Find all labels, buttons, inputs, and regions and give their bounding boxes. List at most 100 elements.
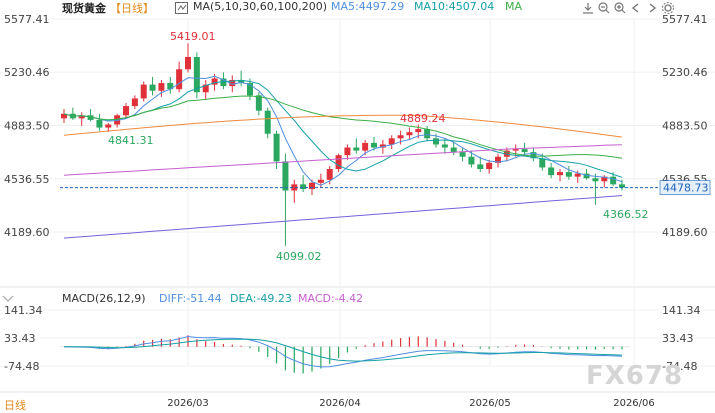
candle-body <box>193 56 200 93</box>
price-tick-left: 4536.55 <box>4 173 50 186</box>
candle-body <box>105 124 112 128</box>
ma10-line <box>63 79 623 178</box>
macd-title: MACD(26,12,9) <box>62 292 146 305</box>
macd-dea-line <box>64 338 623 362</box>
candle-body <box>264 110 271 134</box>
candle-body <box>317 179 324 183</box>
candle-body <box>433 138 439 145</box>
candle-body <box>61 113 67 119</box>
macd-tick-right: -74.48 <box>662 360 697 373</box>
candle-body <box>450 147 457 153</box>
ma100-line <box>63 144 623 176</box>
candle-body <box>176 69 183 90</box>
watermark-logo: FX678 <box>586 361 684 391</box>
candle-body <box>619 184 625 188</box>
candle-body <box>185 56 191 70</box>
candle-body <box>326 169 333 180</box>
price-tick-right: 5577.41 <box>662 13 708 26</box>
candle-body <box>96 119 103 128</box>
candle-body <box>371 142 377 148</box>
time-tick-label: 2026/06 <box>613 398 655 409</box>
macd-tick-left: -74.48 <box>4 360 39 373</box>
price-tick-left: 4189.60 <box>4 226 50 239</box>
candle-body <box>140 84 147 99</box>
last-price-tag <box>659 180 711 195</box>
bottom-period-tab[interactable]: 日线 <box>4 399 26 412</box>
candle-body <box>424 129 431 139</box>
macd-tick-right: 141.34 <box>662 304 701 317</box>
ma-legend: MA(5,10,30,60,100,200) <box>193 0 328 13</box>
candle-body <box>78 115 85 119</box>
candle-body <box>309 182 315 189</box>
ma5-value: MA5:4497.29 <box>331 0 405 13</box>
candle-body <box>238 79 245 84</box>
annotation-high: 5419.01 <box>170 30 216 43</box>
settings-icon[interactable] <box>660 0 676 14</box>
macd-tick-left: 141.34 <box>4 304 43 317</box>
time-tick-label: 2026/05 <box>469 398 511 409</box>
expand-icon[interactable] <box>0 290 16 304</box>
candle-body <box>592 178 599 182</box>
candle-body <box>123 106 129 116</box>
candle-body <box>548 167 555 176</box>
candle-body <box>601 176 608 182</box>
candle-body <box>229 79 236 87</box>
candle-body <box>344 147 351 156</box>
candle-body <box>202 84 209 93</box>
candle-body <box>300 184 307 189</box>
zoom-out-icon[interactable] <box>596 0 612 14</box>
candle-body <box>406 132 413 136</box>
candle-body <box>379 144 386 148</box>
time-tick-label: 2026/03 <box>167 398 209 409</box>
arrow-left-icon[interactable] <box>628 0 644 14</box>
candle-body <box>362 142 369 151</box>
candle-body <box>397 135 404 139</box>
candle-body <box>131 98 138 107</box>
candle-body <box>388 138 395 145</box>
candle-body <box>468 156 475 165</box>
candle-body <box>167 83 174 90</box>
annotation-low-recent: 4366.52 <box>603 208 649 221</box>
macd-diff-line <box>63 335 623 368</box>
candle-body <box>87 115 94 120</box>
candle-body <box>441 144 448 148</box>
price-tick-right: 5230.46 <box>662 66 708 79</box>
candle-body <box>353 147 360 151</box>
candle-body <box>557 172 563 176</box>
candle-body <box>565 172 572 177</box>
candle-body <box>114 115 121 125</box>
candle-body <box>610 176 617 185</box>
ma200-line <box>63 195 623 239</box>
arrow-right-icon[interactable] <box>644 0 660 14</box>
macd-tick-right: 33.43 <box>662 332 694 345</box>
candle-body <box>255 95 262 111</box>
chart-header <box>0 0 715 14</box>
period-label[interactable]: 【日线】 <box>110 2 154 15</box>
candle-body <box>220 78 227 87</box>
ma30-line <box>63 95 623 159</box>
candle-body <box>477 164 484 170</box>
ma-more: MA <box>505 0 523 13</box>
candle-body <box>459 152 466 157</box>
ma5-line <box>63 75 623 186</box>
macd-diff-value: DIFF:-51.44 <box>159 292 222 305</box>
download-icon[interactable] <box>580 0 596 14</box>
last-price-label: 4478.73 <box>663 182 709 195</box>
candle-body <box>495 156 501 163</box>
candle-body <box>282 161 289 191</box>
indicator-toggle-icon[interactable] <box>174 0 190 14</box>
zoom-in-icon[interactable] <box>612 0 628 14</box>
price-tick-left: 5230.46 <box>4 66 50 79</box>
price-tick-left: 4883.50 <box>4 120 50 133</box>
macd-dea-value: DEA:-49.23 <box>230 292 292 305</box>
candle-body <box>291 184 298 191</box>
price-tick-right: 4189.60 <box>662 226 708 239</box>
annotation-low: 4099.02 <box>276 250 322 263</box>
candle-body <box>521 149 528 153</box>
annotation-low-early: 4841.31 <box>108 134 154 147</box>
candle-body <box>158 83 165 91</box>
candle-body <box>574 173 581 177</box>
time-tick-label: 2026/04 <box>319 398 361 409</box>
